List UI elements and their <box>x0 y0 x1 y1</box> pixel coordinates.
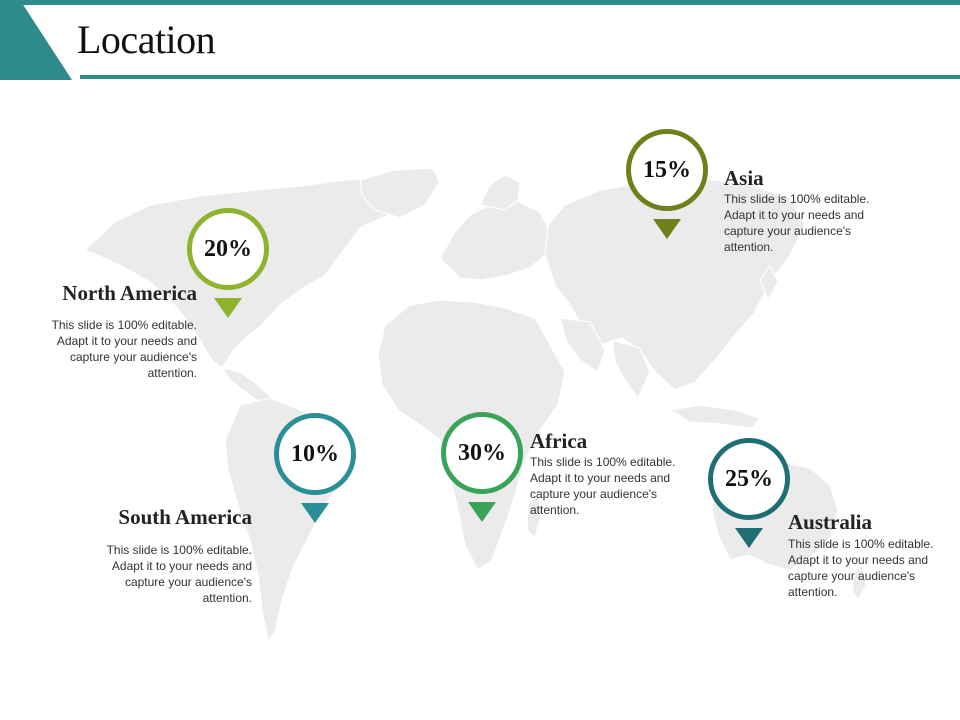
pin-north-america: 20% <box>187 208 269 320</box>
corner-accent-triangle <box>0 0 72 80</box>
pin-percent: 30% <box>458 440 506 466</box>
pin-marker-icon <box>214 298 242 318</box>
pin-marker-icon <box>735 528 763 548</box>
map-japan <box>759 264 779 302</box>
pin-ring <box>187 208 269 290</box>
pin-marker-icon <box>468 502 496 522</box>
top-accent-bar <box>0 0 960 5</box>
map-europe <box>439 199 551 281</box>
region-description-north-america: This slide is 100% editable. Adapt it to… <box>51 318 197 380</box>
region-description-south-america: This slide is 100% editable. Adapt it to… <box>106 543 252 605</box>
pin-ring <box>708 438 790 520</box>
pin-percent: 10% <box>291 441 339 467</box>
region-description-asia: This slide is 100% editable. Adapt it to… <box>724 192 870 254</box>
title-underline <box>80 75 960 79</box>
pin-percent: 25% <box>725 466 773 492</box>
page-title: Location <box>77 17 216 62</box>
pin-percent: 20% <box>204 236 252 262</box>
pin-marker-icon <box>653 219 681 239</box>
pin-ring <box>441 412 523 494</box>
map-indonesia <box>668 404 762 429</box>
map-scandinavia <box>479 174 521 211</box>
region-name-australia: Australia <box>788 510 872 534</box>
map-madagascar <box>526 493 543 540</box>
pin-south-america: 10% <box>274 413 356 525</box>
pin-ring <box>274 413 356 495</box>
region-name-asia: Asia <box>724 166 764 190</box>
pin-marker-icon <box>301 503 329 523</box>
map-new-zealand <box>851 563 867 602</box>
pin-percent: 15% <box>643 157 691 183</box>
region-description-africa: This slide is 100% editable. Adapt it to… <box>530 455 676 517</box>
region-name-north-america: North America <box>62 281 197 305</box>
pin-africa: 30% <box>441 412 523 524</box>
map-central-america <box>220 367 273 405</box>
region-description-australia: This slide is 100% editable. Adapt it to… <box>788 537 934 599</box>
region-name-africa: Africa <box>530 429 588 453</box>
pin-asia: 15% <box>626 129 708 241</box>
map-south-asia <box>611 339 651 400</box>
map-india <box>559 317 606 373</box>
region-name-south-america: South America <box>118 505 252 529</box>
pin-ring <box>626 129 708 211</box>
pin-australia: 25% <box>708 438 790 550</box>
map-greenland <box>359 167 441 219</box>
